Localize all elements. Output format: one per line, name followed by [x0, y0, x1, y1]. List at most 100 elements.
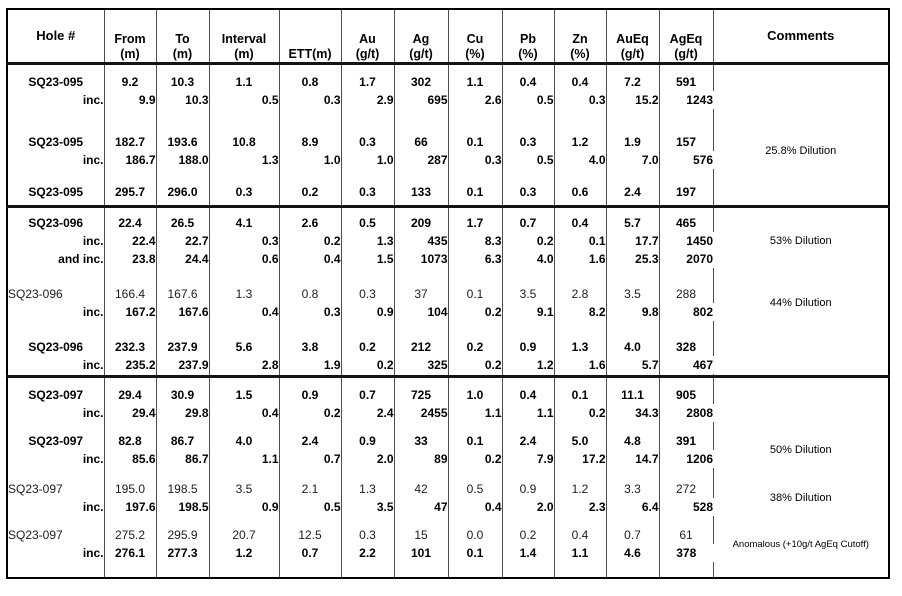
spacer-cell — [659, 374, 714, 386]
value-cell: 1.1 — [448, 404, 503, 422]
column-header-line: Cu — [466, 31, 484, 46]
value-cell: 167.2 — [104, 303, 157, 321]
spacer-cell — [209, 468, 280, 480]
spacer-cell — [209, 562, 280, 578]
spacer-cell — [279, 204, 342, 214]
value-cell: 8.9 — [279, 133, 342, 151]
value-cell: 0.5 — [209, 91, 280, 109]
comment-cell: Anomalous (+10g/t AgEq Cutoff) — [713, 526, 889, 562]
value-cell: 82.8 — [104, 432, 157, 450]
value-cell: 0.5 — [448, 480, 503, 498]
comment-text: 38% Dilution — [769, 491, 832, 504]
spacer-cell — [713, 468, 889, 480]
value-cell: 66 — [394, 133, 449, 151]
spacer-cell — [104, 562, 157, 578]
value-cell: 0.1 — [554, 232, 607, 250]
spacer-cell — [156, 422, 210, 432]
spacer-cell — [448, 201, 503, 206]
spacer-cell — [279, 468, 342, 480]
hole-cell: inc. — [7, 151, 105, 169]
table-row: SQ23-097 29.4 30.9 1.5 0.9 0.7 725 1.0 0.4 0.1 11.… — [7, 386, 889, 404]
spacer-cell — [394, 468, 449, 480]
spacer-cell — [394, 169, 449, 183]
spacer-cell — [554, 516, 607, 526]
value-cell: 193.6 — [156, 133, 210, 151]
spacer-cell — [448, 204, 503, 214]
value-cell: 2.6 — [279, 214, 342, 232]
spacer-cell — [7, 268, 105, 285]
spacer-cell — [502, 374, 555, 386]
value-cell: 12.5 — [279, 526, 342, 544]
spacer-cell — [279, 268, 342, 285]
hole-cell: inc. — [7, 356, 105, 374]
column-header-line: (%) — [570, 46, 590, 61]
value-cell: 47 — [394, 498, 449, 516]
value-cell: 1450 — [686, 234, 713, 248]
value-cell: 0.1 — [554, 386, 607, 404]
spacer-cell — [448, 562, 503, 578]
spacer-cell — [394, 321, 449, 338]
spacer-cell — [279, 321, 342, 338]
spacer-cell — [554, 169, 607, 183]
value-cell: 237.9 — [156, 356, 210, 374]
value-cell: 3.5 — [209, 480, 280, 498]
value-cell: 0.4 — [502, 73, 555, 91]
column-header-pb: Pb (%) — [502, 9, 555, 64]
spacer-cell — [104, 374, 157, 376]
value-cell: 0.2 — [341, 338, 395, 356]
value-cell: 2.1 — [279, 480, 342, 498]
column-header-line: (g/t) — [355, 46, 380, 61]
spacer-cell — [104, 201, 157, 206]
value-cell: 22.4 — [104, 232, 157, 250]
spacer-cell — [104, 321, 157, 338]
value-cell: 1.1 — [502, 404, 555, 422]
value-cell: 0.1 — [448, 133, 503, 151]
column-header-line: Pb — [520, 31, 536, 46]
spacer-cell — [341, 422, 395, 432]
value-cell: 237.9 — [156, 338, 210, 356]
spacer-cell — [104, 374, 157, 386]
value-cell: 1.0 — [341, 151, 395, 169]
value-cell: 8.3 — [448, 232, 503, 250]
spacer-row — [7, 201, 889, 206]
hole-cell: SQ23-097 — [7, 526, 105, 544]
value-cell: 104 — [394, 303, 449, 321]
hole-cell: SQ23-097 — [7, 432, 105, 450]
value-cell: 0.3 — [341, 526, 395, 544]
spacer-cell — [659, 562, 714, 578]
value-cell: 22.7 — [156, 232, 210, 250]
spacer-row — [7, 321, 889, 338]
spacer-cell — [279, 374, 342, 376]
spacer-cell — [659, 422, 714, 432]
value-cell: 0.3 — [209, 232, 280, 250]
value-cell: 10.3 — [156, 91, 210, 109]
value-cell: 10.3 — [156, 73, 210, 91]
value-cell: 0.2 — [448, 303, 503, 321]
hole-cell: SQ23-096 — [7, 285, 105, 303]
value-cell: 17.2 — [554, 450, 607, 468]
value-cell: 6.3 — [448, 250, 503, 268]
spacer-cell — [209, 201, 280, 206]
value-cell: 0.4 — [554, 526, 607, 544]
value-cell: 212 — [394, 338, 449, 356]
spacer-cell — [209, 169, 280, 183]
value-cell: 1.3 — [341, 480, 395, 498]
value-cell: 2.8 — [209, 356, 280, 374]
value-cell: 22.4 — [104, 214, 157, 232]
table-row: inc. 29.4 29.8 0.4 0.2 2.4 2455 1.1 1.1 0.2 34.3 28… — [7, 404, 889, 422]
value-cell: 1.3 — [209, 151, 280, 169]
comment-cell: 44% Dilution — [713, 285, 889, 321]
spacer-cell — [341, 268, 395, 285]
spacer-cell — [394, 204, 449, 214]
value-cell: 4.0 — [502, 250, 555, 268]
value-cell: 0.2 — [279, 232, 342, 250]
header-row: Hole # From (m) To (m) Interval (m) ETT(m) Au (g/… — [7, 9, 889, 64]
value-cell: 5.0 — [554, 432, 607, 450]
value-cell: 1.4 — [502, 544, 555, 562]
comment-cell: 53% Dilution — [713, 214, 889, 268]
value-cell: 328 — [659, 338, 714, 356]
spacer-cell — [279, 201, 342, 206]
value-cell: 4.6 — [606, 544, 660, 562]
value-cell: 0.0 — [448, 526, 503, 544]
